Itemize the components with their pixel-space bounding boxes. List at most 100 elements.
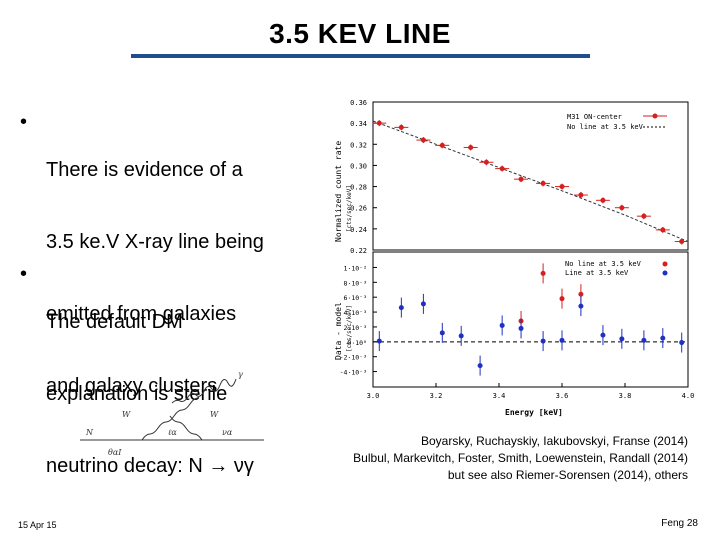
- y-tick-label: 1·10⁻²: [344, 264, 367, 272]
- label-gamma: γ: [238, 370, 243, 379]
- model-curve-line: [372, 120, 689, 243]
- y-tick-label: 0.26: [350, 205, 367, 213]
- data-point: [619, 205, 625, 211]
- w-boson-right: [169, 415, 203, 441]
- bullet-evidence: • There is evidence of a 3.5 ke.V X-ray …: [20, 110, 320, 397]
- bullet-line: neutrino decay: N → νγ: [46, 455, 254, 477]
- y-tick-label: 8·10⁻³: [344, 279, 367, 287]
- data-point: [679, 340, 685, 346]
- legend-swatch: [662, 270, 668, 276]
- y-tick-label: 0.36: [350, 99, 367, 107]
- data-point: [641, 337, 647, 343]
- data-point: [619, 336, 625, 342]
- data-point: [477, 363, 483, 369]
- legend-entry: No line at 3.5 keV: [565, 260, 642, 268]
- title-underline: [131, 54, 590, 58]
- data-point: [679, 239, 685, 245]
- legend-entry: Line at 3.5 keV: [565, 269, 629, 277]
- label-lepton: ℓα: [168, 428, 177, 437]
- y-tick-label: 0.34: [350, 120, 367, 128]
- top-ylabel-unit: [cts/sec/keV]: [346, 185, 353, 232]
- bottom-xlabel: Energy [keV]: [505, 408, 563, 417]
- bullet-line: The default DM: [46, 311, 183, 333]
- y-tick-label: 6·10⁻³: [344, 294, 367, 302]
- bullet-marker: •: [20, 111, 28, 133]
- data-point: [376, 338, 382, 344]
- data-point: [559, 296, 565, 302]
- top-legend: M31 ON-center No line at 3.5 keV: [567, 113, 667, 131]
- photon-line: [171, 378, 237, 404]
- data-point: [660, 227, 666, 233]
- reference-line: Bulbul, Markevitch, Foster, Smith, Loewe…: [353, 451, 688, 465]
- bullet-marker: •: [20, 263, 28, 285]
- y-tick-label: 0.24: [350, 226, 367, 234]
- y-tick-label: -2·10⁻³: [340, 354, 367, 362]
- data-point: [641, 213, 647, 219]
- label-w-right: W: [210, 410, 219, 419]
- data-point: [499, 166, 505, 172]
- label-w-left: W: [122, 410, 131, 419]
- bullet-text: The default DM explanation is sterile ne…: [46, 262, 254, 526]
- top-panel: 0.36 0.34 0.32 0.30 0.28 0.26 0.24 0.22 Normali…: [334, 99, 689, 255]
- w-boson-left: [141, 397, 199, 441]
- y-tick-label: 0.28: [350, 184, 367, 192]
- data-point: [559, 337, 565, 343]
- bottom-y-ticks: 1·10⁻² 8·10⁻³ 6·10⁻³ 4·10⁻³ 2·10⁻³ 0·10⁰ -2·10…: [340, 264, 377, 377]
- y-tick-label: 0.32: [350, 141, 367, 149]
- x-tick-label: 3.8: [619, 392, 632, 400]
- references: Boyarsky, Ruchayskiy, Iakubovskyi, Frans…: [353, 433, 688, 484]
- label-theta: θαI: [108, 448, 122, 457]
- data-point: [420, 137, 426, 143]
- top-y-ticks: 0.36 0.34 0.32 0.30 0.28 0.26 0.24 0.22: [350, 99, 377, 255]
- data-point: [540, 180, 546, 186]
- bullet-line: 3.5 ke.V X-ray line being: [46, 231, 264, 253]
- y-tick-label: 0.22: [350, 247, 367, 255]
- xray-spectrum-plot: 0.36 0.34 0.32 0.30 0.28 0.26 0.24 0.22 Normali…: [334, 99, 694, 417]
- top-ylabel: Normalized count rate: [334, 141, 343, 242]
- data-point: [600, 197, 606, 203]
- data-point: [483, 159, 489, 165]
- bottom-ylabel-unit: [cts/sec/keV]: [346, 305, 353, 352]
- data-point: [499, 322, 505, 328]
- data-point: [439, 142, 445, 148]
- legend-entry: No line at 3.5 keV: [567, 123, 644, 131]
- reference-line: but see also Riemer-Sorensen (2014), oth…: [447, 468, 688, 482]
- data-point: [600, 332, 606, 338]
- top-data-points: [372, 120, 689, 245]
- x-tick-label: 3.4: [493, 392, 506, 400]
- x-tick-label: 3.6: [556, 392, 569, 400]
- bullet-line: explanation is sterile: [46, 383, 228, 405]
- feynman-diagram: γ W W N ℓα να θαI: [80, 370, 264, 457]
- data-point: [559, 184, 565, 190]
- data-point: [398, 124, 404, 130]
- label-nu: να: [222, 428, 233, 437]
- top-panel-frame: [372, 101, 689, 251]
- bullet-explanation: • The default DM explanation is sterile …: [20, 262, 320, 477]
- bottom-data-points: [376, 263, 685, 376]
- data-point: [398, 305, 404, 311]
- x-tick-label: 3.2: [430, 392, 443, 400]
- y-tick-label: -4·10⁻³: [340, 369, 367, 377]
- data-point: [468, 144, 474, 150]
- model-curve: [372, 120, 689, 243]
- bottom-legend: No line at 3.5 keV Line at 3.5 keV: [565, 260, 668, 277]
- slide-title: 3.5 KEV LINE: [269, 18, 451, 49]
- bullet-line: There is evidence of a: [46, 159, 243, 181]
- data-point: [578, 303, 584, 309]
- bullet-line: emitted from galaxies: [46, 303, 237, 325]
- data-point: [439, 330, 445, 336]
- y-tick-label: 0·10⁰: [347, 339, 367, 347]
- data-point: [578, 291, 584, 297]
- data-point: [458, 333, 464, 339]
- bottom-x-ticks: 3.0 3.2 3.4 3.6 3.8 4.0: [367, 383, 694, 400]
- bottom-panel-frame: [372, 251, 689, 388]
- data-point: [518, 325, 524, 331]
- data-point: [540, 270, 546, 276]
- x-tick-label: 3.0: [367, 392, 380, 400]
- label-n: N: [85, 428, 94, 437]
- y-tick-label: 2·10⁻³: [344, 324, 367, 332]
- legend-swatch: [662, 261, 668, 267]
- bottom-ylabel: Data - model: [334, 302, 343, 360]
- legend-swatch: [652, 113, 658, 119]
- bottom-panel: 1·10⁻² 8·10⁻³ 6·10⁻³ 4·10⁻³ 2·10⁻³ 0·10⁰ -2·10…: [334, 251, 694, 417]
